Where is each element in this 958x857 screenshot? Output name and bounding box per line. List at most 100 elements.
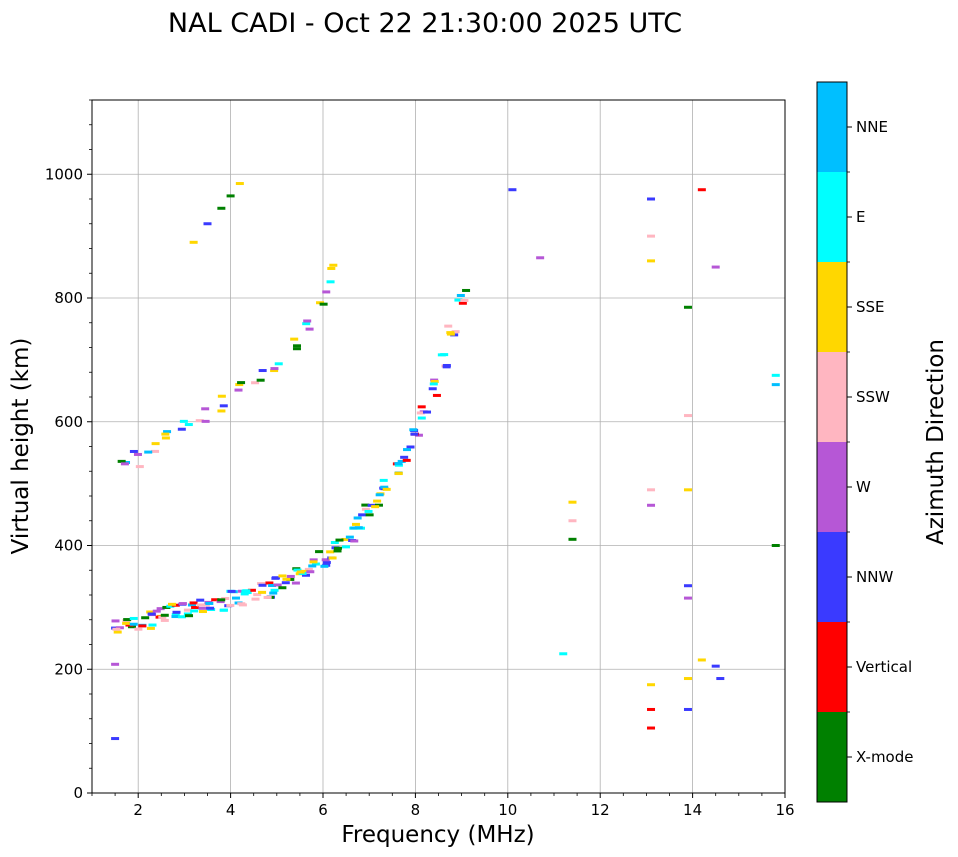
echo-mark	[191, 605, 200, 609]
echo-mark	[321, 558, 330, 562]
y-tick-label: 200	[54, 660, 83, 678]
echo-mark	[282, 577, 291, 581]
echo-mark	[133, 452, 142, 456]
echo-mark	[394, 463, 403, 467]
echo-mark	[217, 206, 226, 210]
echo-mark	[184, 423, 193, 427]
echo-mark	[168, 602, 177, 606]
echo-mark	[329, 263, 338, 267]
echo-mark	[697, 188, 706, 192]
echo-mark	[330, 541, 339, 545]
echo-mark	[353, 516, 362, 520]
echo-mark	[265, 581, 274, 585]
echo-mark	[258, 369, 267, 373]
echo-mark	[247, 588, 256, 592]
echo-mark	[402, 458, 411, 462]
x-axis: 2 4 6 8 10 12 14 16	[91, 793, 795, 819]
echo-mark	[156, 607, 165, 611]
y-tick-label: 800	[54, 289, 83, 307]
echo-mark	[647, 707, 656, 711]
x-tick-label: 4	[226, 801, 236, 819]
echo-mark	[177, 615, 186, 619]
echo-mark	[454, 298, 463, 302]
echo-mark	[361, 507, 370, 511]
echo-mark	[333, 549, 342, 553]
echo-mark	[322, 560, 331, 564]
echo-mark	[410, 432, 419, 436]
echo-mark	[226, 194, 235, 198]
echo-mark	[308, 564, 317, 568]
echo-mark	[345, 535, 354, 539]
echo-mark	[161, 436, 170, 440]
echo-mark	[148, 623, 157, 627]
echo-mark	[111, 737, 120, 741]
echo-mark	[111, 662, 120, 666]
echo-mark	[311, 562, 320, 566]
echo-mark	[151, 449, 160, 453]
echo-mark	[303, 319, 312, 323]
colorbar-tick-label: SSE	[856, 298, 885, 316]
echo-mark	[354, 526, 363, 530]
echo-mark	[429, 382, 438, 386]
echo-mark	[292, 347, 301, 351]
colorbar-tick-label: SSW	[856, 388, 890, 406]
y-tick-label: 400	[54, 537, 83, 555]
echo-mark	[127, 625, 136, 629]
echo-mark	[568, 500, 577, 504]
echo-mark	[335, 538, 344, 542]
echo-mark	[394, 472, 403, 476]
echo-mark	[201, 419, 210, 423]
echo-mark	[185, 614, 194, 618]
echo-mark	[406, 445, 415, 449]
plot-area	[91, 99, 786, 794]
echo-mark	[146, 626, 155, 630]
echo-mark	[290, 337, 299, 341]
echo-mark	[647, 683, 656, 687]
y-tick-label: 600	[54, 413, 83, 431]
echo-mark	[442, 365, 451, 369]
echo-mark	[163, 430, 172, 434]
echo-mark	[309, 560, 318, 564]
echo-mark	[428, 387, 437, 391]
echo-mark	[394, 462, 403, 466]
echo-mark	[358, 513, 367, 517]
x-tick-label: 8	[411, 801, 421, 819]
echo-mark	[771, 544, 780, 547]
echo-mark	[113, 630, 122, 634]
echo-mark	[217, 409, 226, 413]
echo-mark	[217, 394, 226, 398]
echo-mark	[568, 519, 577, 523]
echo-mark	[256, 378, 265, 382]
x-tick-label: 6	[318, 801, 328, 819]
echo-mark	[151, 442, 160, 446]
azimuth-colorbar: X-mode Vertical NNW W SSW SSE E NNE	[816, 81, 913, 803]
echo-mark	[123, 618, 132, 622]
echo-marks	[111, 182, 780, 741]
echo-mark	[152, 609, 161, 613]
echo-mark	[315, 550, 324, 554]
echo-mark	[683, 488, 692, 492]
echo-mark	[178, 602, 187, 606]
echo-mark	[647, 726, 656, 730]
echo-mark	[417, 405, 426, 409]
echo-mark	[320, 564, 329, 568]
echo-mark	[179, 419, 188, 423]
echo-mark	[172, 610, 181, 614]
echo-mark	[274, 362, 283, 366]
echo-mark	[460, 298, 469, 302]
colorbar-segment	[817, 532, 847, 622]
x-tick-label: 14	[683, 801, 702, 819]
echo-mark	[205, 601, 214, 605]
echo-mark	[319, 302, 328, 306]
echo-mark	[219, 404, 228, 408]
echo-mark	[241, 589, 250, 593]
echo-mark	[269, 591, 278, 595]
chart-title: NAL CADI - Oct 22 21:30:00 2025 UTC	[168, 8, 682, 39]
colorbar-segment	[817, 172, 847, 262]
echo-mark	[647, 197, 656, 201]
echo-mark	[306, 570, 315, 574]
echo-mark	[189, 240, 198, 244]
echo-mark	[371, 505, 380, 509]
echo-mark	[697, 658, 706, 662]
echo-mark	[198, 606, 207, 610]
